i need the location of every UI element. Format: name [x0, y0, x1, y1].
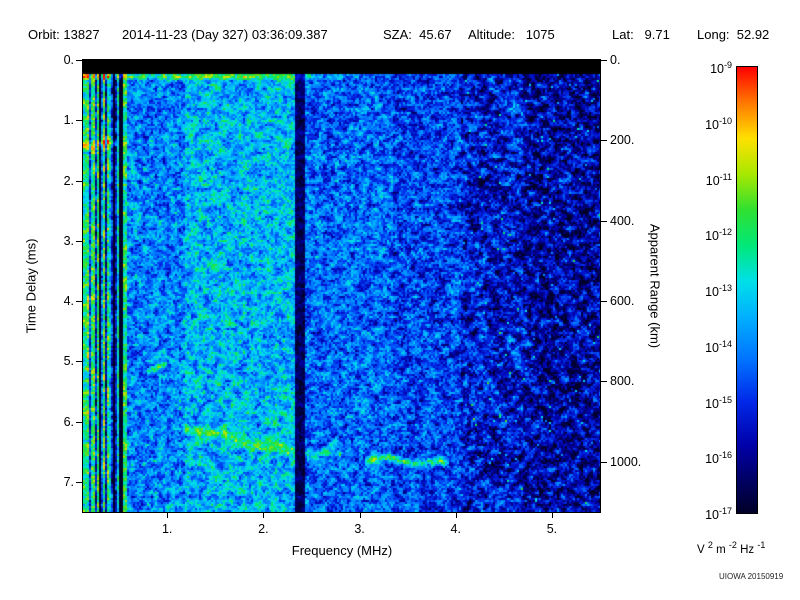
- colorbar-tick-label: 10-17: [705, 506, 732, 523]
- y2-axis-title: Apparent Range (km): [647, 223, 663, 349]
- y-tick-label: 3.: [63, 233, 74, 248]
- y2-tick-label: 200.: [610, 133, 635, 148]
- y2-tick-mark: [601, 381, 607, 383]
- colorbar-tick-label: 10-14: [705, 338, 732, 355]
- y2-tick-mark: [601, 301, 607, 303]
- datetime-label: 2014-11-23 (Day 327) 03:36:09.387: [122, 27, 328, 42]
- y2-tick-label: 0.: [610, 53, 621, 67]
- spectrogram-plot: [82, 59, 601, 513]
- y2-tick-label: 1000.: [610, 454, 642, 469]
- x-tick-mark: [455, 513, 457, 518]
- colorbar-tick-label: 10-10: [705, 115, 732, 132]
- colorbar-tick-label: 10-13: [705, 283, 732, 300]
- colorbar: [736, 66, 758, 514]
- y2-tick-mark: [601, 60, 607, 61]
- colorbar-tick-label: 10-11: [705, 171, 732, 188]
- colorbar-tick-label: 10-9: [710, 60, 732, 77]
- x-tick-mark: [263, 513, 265, 518]
- colorbar-tick-label: 10-16: [705, 450, 732, 467]
- y-tick-label: 5.: [63, 354, 74, 369]
- colorbar-tick-label: 10-15: [705, 394, 732, 411]
- y-tick-label: 1.: [63, 113, 74, 128]
- sza-label: SZA: 45.67: [383, 27, 452, 42]
- altitude-label: Altitude: 1075: [468, 27, 555, 42]
- orbit-label: Orbit: 13827: [28, 27, 100, 42]
- y2-tick-mark: [601, 220, 607, 222]
- y2-tick-mark: [601, 140, 607, 142]
- y-tick-label: 4.: [63, 294, 74, 309]
- x-tick-label: 2.: [258, 522, 269, 536]
- x-tick-label: 3.: [354, 522, 365, 536]
- y2-tick-label: 800.: [610, 374, 635, 389]
- x-tick-label: 1.: [161, 522, 173, 536]
- y-tick-label: 7.: [63, 474, 74, 489]
- colorbar-units-label: V 2 m -2 Hz -1: [697, 540, 766, 556]
- x-tick-label: 4.: [450, 522, 461, 536]
- x-tick-label: 5.: [546, 522, 558, 536]
- x-tick-mark: [167, 513, 169, 518]
- spectrogram-canvas: [83, 60, 600, 512]
- long-label: Long: 52.92: [697, 27, 770, 42]
- y-tick-label: 2.: [63, 173, 74, 188]
- x-axis-title: Frequency (MHz): [291, 543, 393, 558]
- y-tick-label: 0.: [63, 53, 74, 67]
- x-tick-mark: [551, 513, 553, 518]
- x-tick-mark: [359, 513, 361, 518]
- y-tick-label: 6.: [63, 414, 74, 429]
- y-axis-title: Time Delay (ms): [23, 238, 39, 334]
- y2-tick-mark: [601, 461, 607, 463]
- colorbar-tick-label: 10-12: [705, 227, 732, 244]
- lat-label: Lat: 9.71: [612, 27, 670, 42]
- credit-label: UIOWA 20150919: [719, 572, 784, 581]
